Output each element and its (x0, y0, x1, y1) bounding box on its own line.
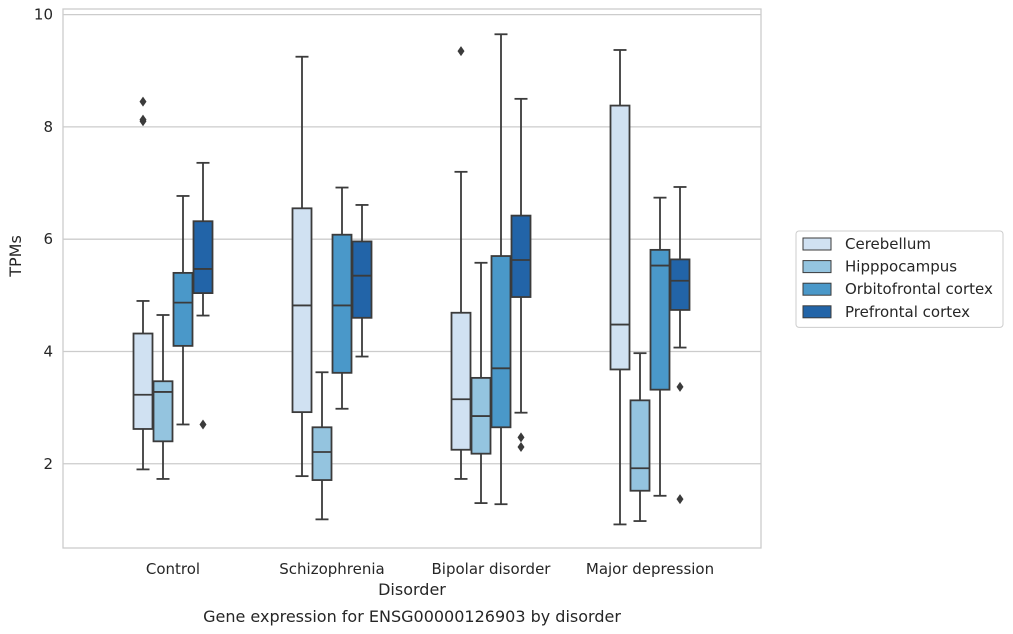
x-tick-label: Bipolar disorder (432, 560, 552, 578)
legend: Cerebellum Hipppocampus Orbitofrontal cort… (795, 230, 1004, 328)
box-orbitofrontal-cortex-0 (172, 195, 194, 426)
box-hipppocampus-2 (470, 261, 492, 504)
outlier-point (139, 114, 147, 125)
box-iqr (649, 248, 671, 391)
box-cerebellum-0 (132, 96, 154, 471)
box-iqr (331, 233, 353, 374)
box-prefrontal-cortex-3 (669, 186, 691, 505)
y-tick-label: 8 (43, 118, 53, 136)
box-orbitofrontal-cortex-3 (649, 196, 671, 497)
plot-frame (62, 8, 762, 549)
outlier-point (517, 432, 525, 443)
legend-swatch (802, 305, 832, 319)
box-hipppocampus-1 (311, 371, 333, 521)
outlier-point (139, 96, 147, 107)
legend-swatch (802, 237, 832, 251)
y-tick-label: 2 (43, 455, 53, 473)
box-cerebellum-3 (609, 49, 631, 526)
box-prefrontal-cortex-2 (510, 97, 532, 452)
x-tick-label: Schizophrenia (279, 560, 384, 578)
legend-label: Orbitofrontal cortex (845, 280, 993, 298)
legend-swatch (802, 260, 832, 274)
x-tick-label: Major depression (586, 560, 714, 578)
box-layer (132, 33, 691, 526)
y-tick-label: 10 (34, 6, 53, 24)
y-axis-title: TPMs (6, 235, 25, 278)
legend-label: Cerebellum (845, 235, 931, 253)
y-tick-labels: 2 4 6 8 10 (34, 6, 53, 473)
box-iqr (351, 240, 373, 319)
legend-frame (795, 230, 1004, 328)
box-iqr (192, 220, 214, 294)
box-iqr (510, 214, 532, 298)
outlier-point (676, 494, 684, 505)
box-cerebellum-1 (291, 55, 313, 478)
box-hipppocampus-0 (152, 314, 174, 480)
x-tick-labels: Control Schizophrenia Bipolar disorder Majo… (146, 560, 714, 578)
box-orbitofrontal-cortex-1 (331, 186, 353, 410)
box-iqr (629, 399, 651, 492)
y-tick-label: 6 (43, 230, 53, 248)
outlier-point (457, 46, 465, 57)
box-iqr (609, 104, 631, 371)
box-iqr (291, 207, 313, 414)
outlier-point (676, 381, 684, 392)
box-iqr (490, 255, 512, 429)
box-prefrontal-cortex-1 (351, 204, 373, 358)
chart-caption: Gene expression for ENSG00000126903 by d… (203, 607, 621, 626)
x-axis-title: Disorder (378, 580, 446, 599)
legend-label: Hipppocampus (845, 258, 957, 276)
box-hipppocampus-3 (629, 352, 651, 522)
legend-label: Prefrontal cortex (845, 303, 970, 321)
x-tick-label: Control (146, 560, 200, 578)
box-cerebellum-2 (450, 46, 472, 480)
box-orbitofrontal-cortex-2 (490, 33, 512, 506)
box-iqr (450, 311, 472, 451)
legend-swatch (802, 282, 832, 296)
y-tick-label: 4 (43, 342, 53, 360)
box-iqr (172, 271, 194, 347)
outlier-point (517, 441, 525, 452)
box-iqr (669, 258, 691, 311)
outlier-point (199, 419, 207, 430)
box-iqr (152, 380, 174, 443)
box-prefrontal-cortex-0 (192, 161, 214, 430)
box-iqr (132, 332, 154, 430)
box-iqr (311, 426, 333, 481)
